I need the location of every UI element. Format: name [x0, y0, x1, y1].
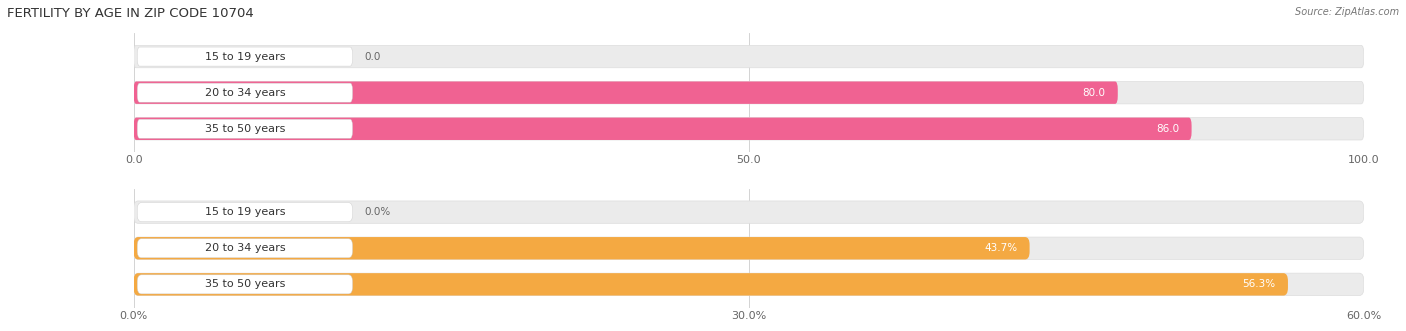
Text: 0.0%: 0.0%	[366, 207, 391, 217]
FancyBboxPatch shape	[134, 118, 1192, 140]
Text: 56.3%: 56.3%	[1243, 279, 1275, 289]
FancyBboxPatch shape	[138, 239, 353, 258]
Text: 86.0: 86.0	[1156, 124, 1180, 134]
FancyBboxPatch shape	[134, 237, 1029, 260]
Text: FERTILITY BY AGE IN ZIP CODE 10704: FERTILITY BY AGE IN ZIP CODE 10704	[7, 7, 253, 20]
Text: Source: ZipAtlas.com: Source: ZipAtlas.com	[1295, 7, 1399, 17]
Text: 20 to 34 years: 20 to 34 years	[205, 88, 285, 98]
FancyBboxPatch shape	[134, 81, 1118, 104]
Text: 0.0: 0.0	[366, 52, 381, 62]
FancyBboxPatch shape	[134, 237, 1364, 260]
FancyBboxPatch shape	[134, 45, 1364, 68]
FancyBboxPatch shape	[134, 81, 1364, 104]
FancyBboxPatch shape	[134, 273, 1364, 296]
FancyBboxPatch shape	[138, 119, 353, 138]
FancyBboxPatch shape	[138, 47, 353, 66]
Text: 35 to 50 years: 35 to 50 years	[205, 279, 285, 289]
FancyBboxPatch shape	[134, 201, 1364, 223]
Text: 43.7%: 43.7%	[984, 243, 1018, 253]
FancyBboxPatch shape	[138, 275, 353, 294]
FancyBboxPatch shape	[134, 273, 1288, 296]
FancyBboxPatch shape	[134, 118, 1364, 140]
Text: 15 to 19 years: 15 to 19 years	[205, 207, 285, 217]
FancyBboxPatch shape	[138, 203, 353, 222]
Text: 80.0: 80.0	[1083, 88, 1105, 98]
Text: 15 to 19 years: 15 to 19 years	[205, 52, 285, 62]
Text: 35 to 50 years: 35 to 50 years	[205, 124, 285, 134]
Text: 20 to 34 years: 20 to 34 years	[205, 243, 285, 253]
FancyBboxPatch shape	[138, 83, 353, 102]
